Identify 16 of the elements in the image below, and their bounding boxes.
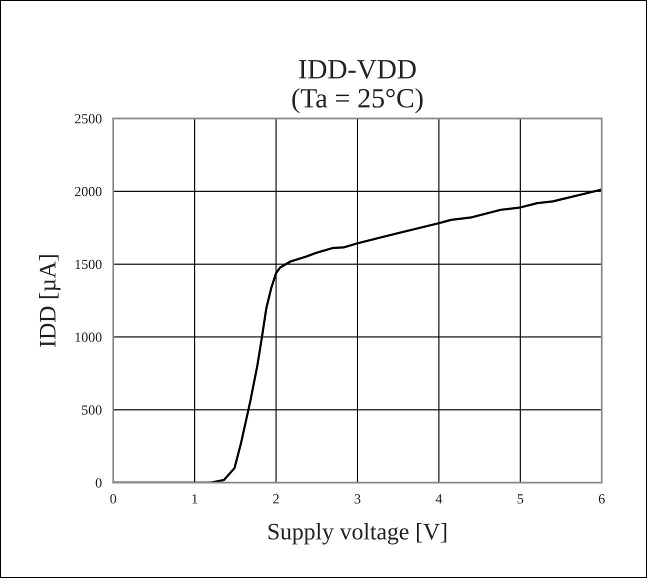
x-tick-label: 5 <box>518 494 524 504</box>
chart-title: IDD-VDD (Ta = 25°C) <box>292 60 423 114</box>
x-tick-label: 2 <box>273 494 279 504</box>
x-axis-title: Supply voltage [V] <box>268 523 446 544</box>
y-tick-label: 1000 <box>76 332 102 342</box>
x-tick-label: 0 <box>110 494 116 504</box>
y-tick-label: 2500 <box>74 114 102 124</box>
x-tick-label: 4 <box>436 494 442 504</box>
y-axis-title: IDD [µA] <box>39 255 60 347</box>
y-tick-label: 0 <box>96 478 102 488</box>
x-tick-label: 3 <box>354 494 360 504</box>
y-tick-label: 500 <box>82 405 102 415</box>
y-tick-label: 1500 <box>76 260 102 270</box>
y-tick-label: 2000 <box>74 186 102 196</box>
x-tick-label: 1 <box>192 494 198 504</box>
x-tick-label: 6 <box>598 494 605 504</box>
